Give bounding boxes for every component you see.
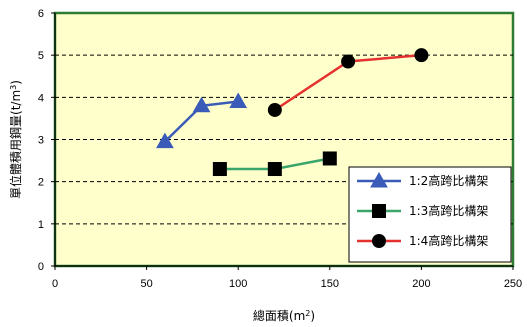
x-axis-title-end: ) — [310, 309, 315, 323]
y-tick-label: 3 — [38, 135, 44, 147]
y-tick-label: 0 — [38, 261, 44, 273]
series-2 — [212, 151, 337, 177]
x-tick-label: 150 — [321, 278, 339, 290]
legend-label: 1:3高跨比構架 — [409, 203, 488, 218]
data-point — [156, 132, 174, 149]
y-axis-title-end: ) — [9, 80, 23, 85]
legend-marker — [372, 234, 386, 248]
x-axis-title-sup: 2 — [305, 309, 310, 318]
y-axis-title-main: 單位體積用鋼量(t/m — [8, 90, 23, 199]
data-point — [414, 48, 429, 63]
x-axis-title: 總面積(m2) — [253, 308, 315, 323]
legend-marker — [370, 171, 388, 188]
series-1 — [156, 92, 248, 149]
y-tick-label: 4 — [38, 92, 44, 104]
y-tick-label: 1 — [38, 219, 44, 231]
series-3 — [267, 48, 429, 117]
legend: 1:2高跨比構架 1:3高跨比構架 1:4高跨比構架 — [348, 166, 512, 263]
series-layer — [156, 48, 429, 177]
legend-item: 1:4高跨比構架 — [357, 233, 488, 248]
y-axis-ticks: 0 1 2 3 4 5 6 — [38, 8, 55, 273]
x-axis-ticks: 0 50 100 150 200 250 — [52, 266, 522, 290]
data-point — [192, 96, 211, 113]
data-point — [212, 162, 227, 177]
y-tick-label: 5 — [38, 50, 44, 62]
x-tick-label: 100 — [229, 278, 247, 290]
data-point — [341, 54, 356, 69]
x-axis-title-main: 總面積(m — [253, 308, 305, 323]
y-tick-label: 6 — [38, 8, 44, 20]
legend-marker — [372, 204, 386, 218]
data-point — [267, 102, 282, 117]
legend-label: 1:4高跨比構架 — [409, 233, 488, 248]
x-tick-label: 250 — [504, 278, 522, 290]
y-axis-title: 單位體積用鋼量(t/m3) — [8, 80, 23, 199]
legend-item: 1:3高跨比構架 — [357, 203, 488, 218]
data-point — [229, 92, 248, 109]
legend-label: 1:2高跨比構架 — [409, 173, 488, 188]
data-point — [322, 151, 337, 166]
y-axis-title-sup: 3 — [9, 85, 18, 90]
x-tick-label: 200 — [412, 278, 430, 290]
legend-item: 1:2高跨比構架 — [357, 171, 488, 188]
data-point — [267, 162, 282, 177]
y-tick-label: 2 — [38, 177, 44, 189]
x-tick-label: 0 — [52, 278, 58, 290]
x-tick-label: 50 — [140, 278, 152, 290]
